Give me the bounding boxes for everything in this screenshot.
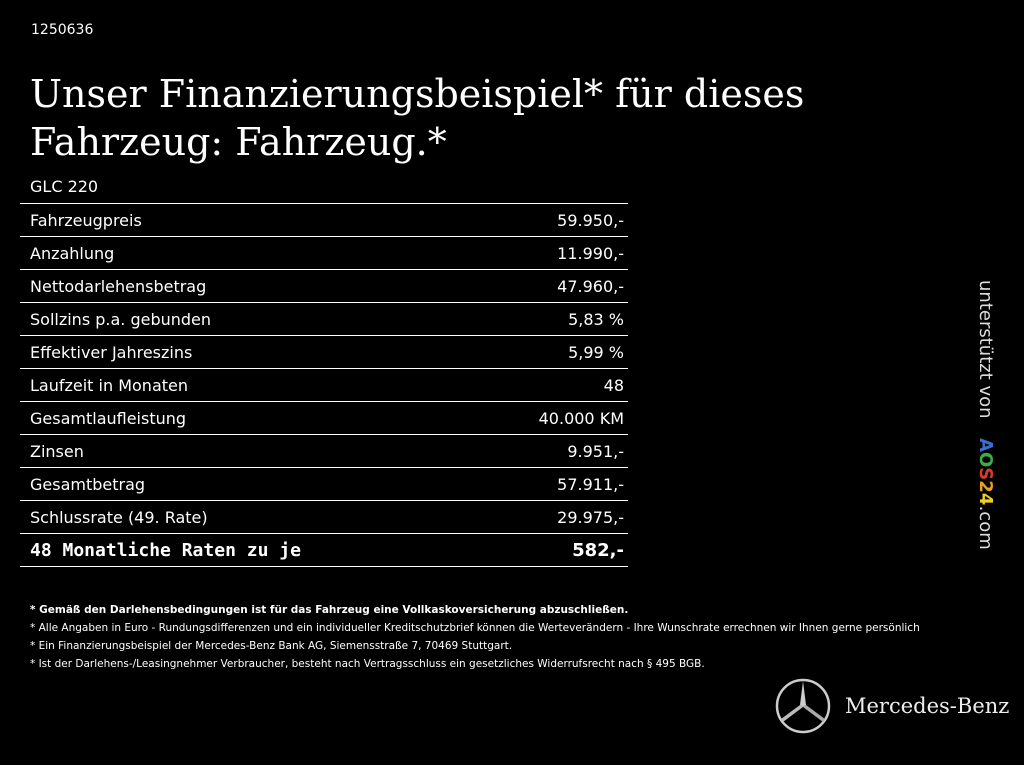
footnote: * Ist der Darlehens-/Leasingnehmer Verbr… xyxy=(30,658,705,670)
listing-id: 1250636 xyxy=(31,22,94,38)
table-row: Zinsen 9.951,- xyxy=(20,434,628,468)
row-label: Laufzeit in Monaten xyxy=(20,368,471,402)
aos24-letter: S xyxy=(975,467,996,481)
table-row: Nettodarlehensbetrag 47.960,- xyxy=(20,269,628,303)
table-row: Laufzeit in Monaten 48 xyxy=(20,368,628,402)
row-value: 48 xyxy=(470,368,628,402)
row-label: Gesamtlaufleistung xyxy=(20,401,471,435)
row-value: 11.990,- xyxy=(470,236,628,270)
total-row: 48 Monatliche Raten zu je 582,- xyxy=(20,533,628,567)
table-row: Effektiver Jahreszins 5,99 % xyxy=(20,335,628,369)
total-value: 582,- xyxy=(470,533,628,567)
row-label: Nettodarlehensbetrag xyxy=(20,269,471,303)
footnote: * Ein Finanzierungsbeispiel der Mercedes… xyxy=(30,640,513,652)
row-value: 9.951,- xyxy=(470,434,628,468)
row-label: Zinsen xyxy=(20,434,471,468)
row-value: 5,99 % xyxy=(470,335,628,369)
row-value: 29.975,- xyxy=(470,500,628,534)
aos24-suffix: .com xyxy=(975,505,996,550)
footnote: * Gemäß den Darlehensbedingungen ist für… xyxy=(30,604,629,616)
table-row: Anzahlung 11.990,- xyxy=(20,236,628,270)
table-row: Schlussrate (49. Rate) 29.975,- xyxy=(20,500,628,534)
row-label: Fahrzeugpreis xyxy=(20,203,471,237)
aos24-letter: O xyxy=(975,452,996,468)
row-value: 5,83 % xyxy=(470,302,628,336)
row-value: 57.911,- xyxy=(470,467,628,501)
mercedes-star-icon xyxy=(775,678,831,734)
table-row: Sollzins p.a. gebunden 5,83 % xyxy=(20,302,628,336)
row-label: Sollzins p.a. gebunden xyxy=(20,302,471,336)
row-value: 59.950,- xyxy=(470,203,628,237)
table-row: Fahrzeugpreis 59.950,- xyxy=(20,203,628,237)
row-label: Anzahlung xyxy=(20,236,471,270)
aos24-logo: AOS24 xyxy=(975,438,996,505)
supported-by-label: unterstützt von xyxy=(975,280,996,419)
total-label: 48 Monatliche Raten zu je xyxy=(20,533,471,567)
row-value: 47.960,- xyxy=(470,269,628,303)
page-title: Unser Finanzierungsbeispiel* für dieses … xyxy=(30,72,805,164)
table-row: Gesamtbetrag 57.911,- xyxy=(20,467,628,501)
row-label: Effektiver Jahreszins xyxy=(20,335,471,369)
footnotes: * Gemäß den Darlehensbedingungen ist für… xyxy=(30,601,920,673)
aos24-letter: 4 xyxy=(975,493,996,506)
row-value: 40.000 KM xyxy=(470,401,628,435)
table-row: Gesamtlaufleistung 40.000 KM xyxy=(20,401,628,435)
model-name: GLC 220 xyxy=(30,177,99,196)
row-label: Gesamtbetrag xyxy=(20,467,471,501)
row-label: Schlussrate (49. Rate) xyxy=(20,500,471,534)
aos24-letter: A xyxy=(975,438,996,453)
footnote: * Alle Angaben in Euro - Rundungsdiffere… xyxy=(30,622,920,634)
brand-name: Mercedes-Benz xyxy=(845,694,1010,718)
mercedes-benz-logo: Mercedes-Benz xyxy=(775,678,1009,734)
financing-table: Fahrzeugpreis 59.950,- Anzahlung 11.990,- Ne… xyxy=(20,203,628,567)
aos24-letter: 2 xyxy=(975,480,996,494)
supported-by-aos24: unterstützt von AOS24.com xyxy=(975,280,996,550)
